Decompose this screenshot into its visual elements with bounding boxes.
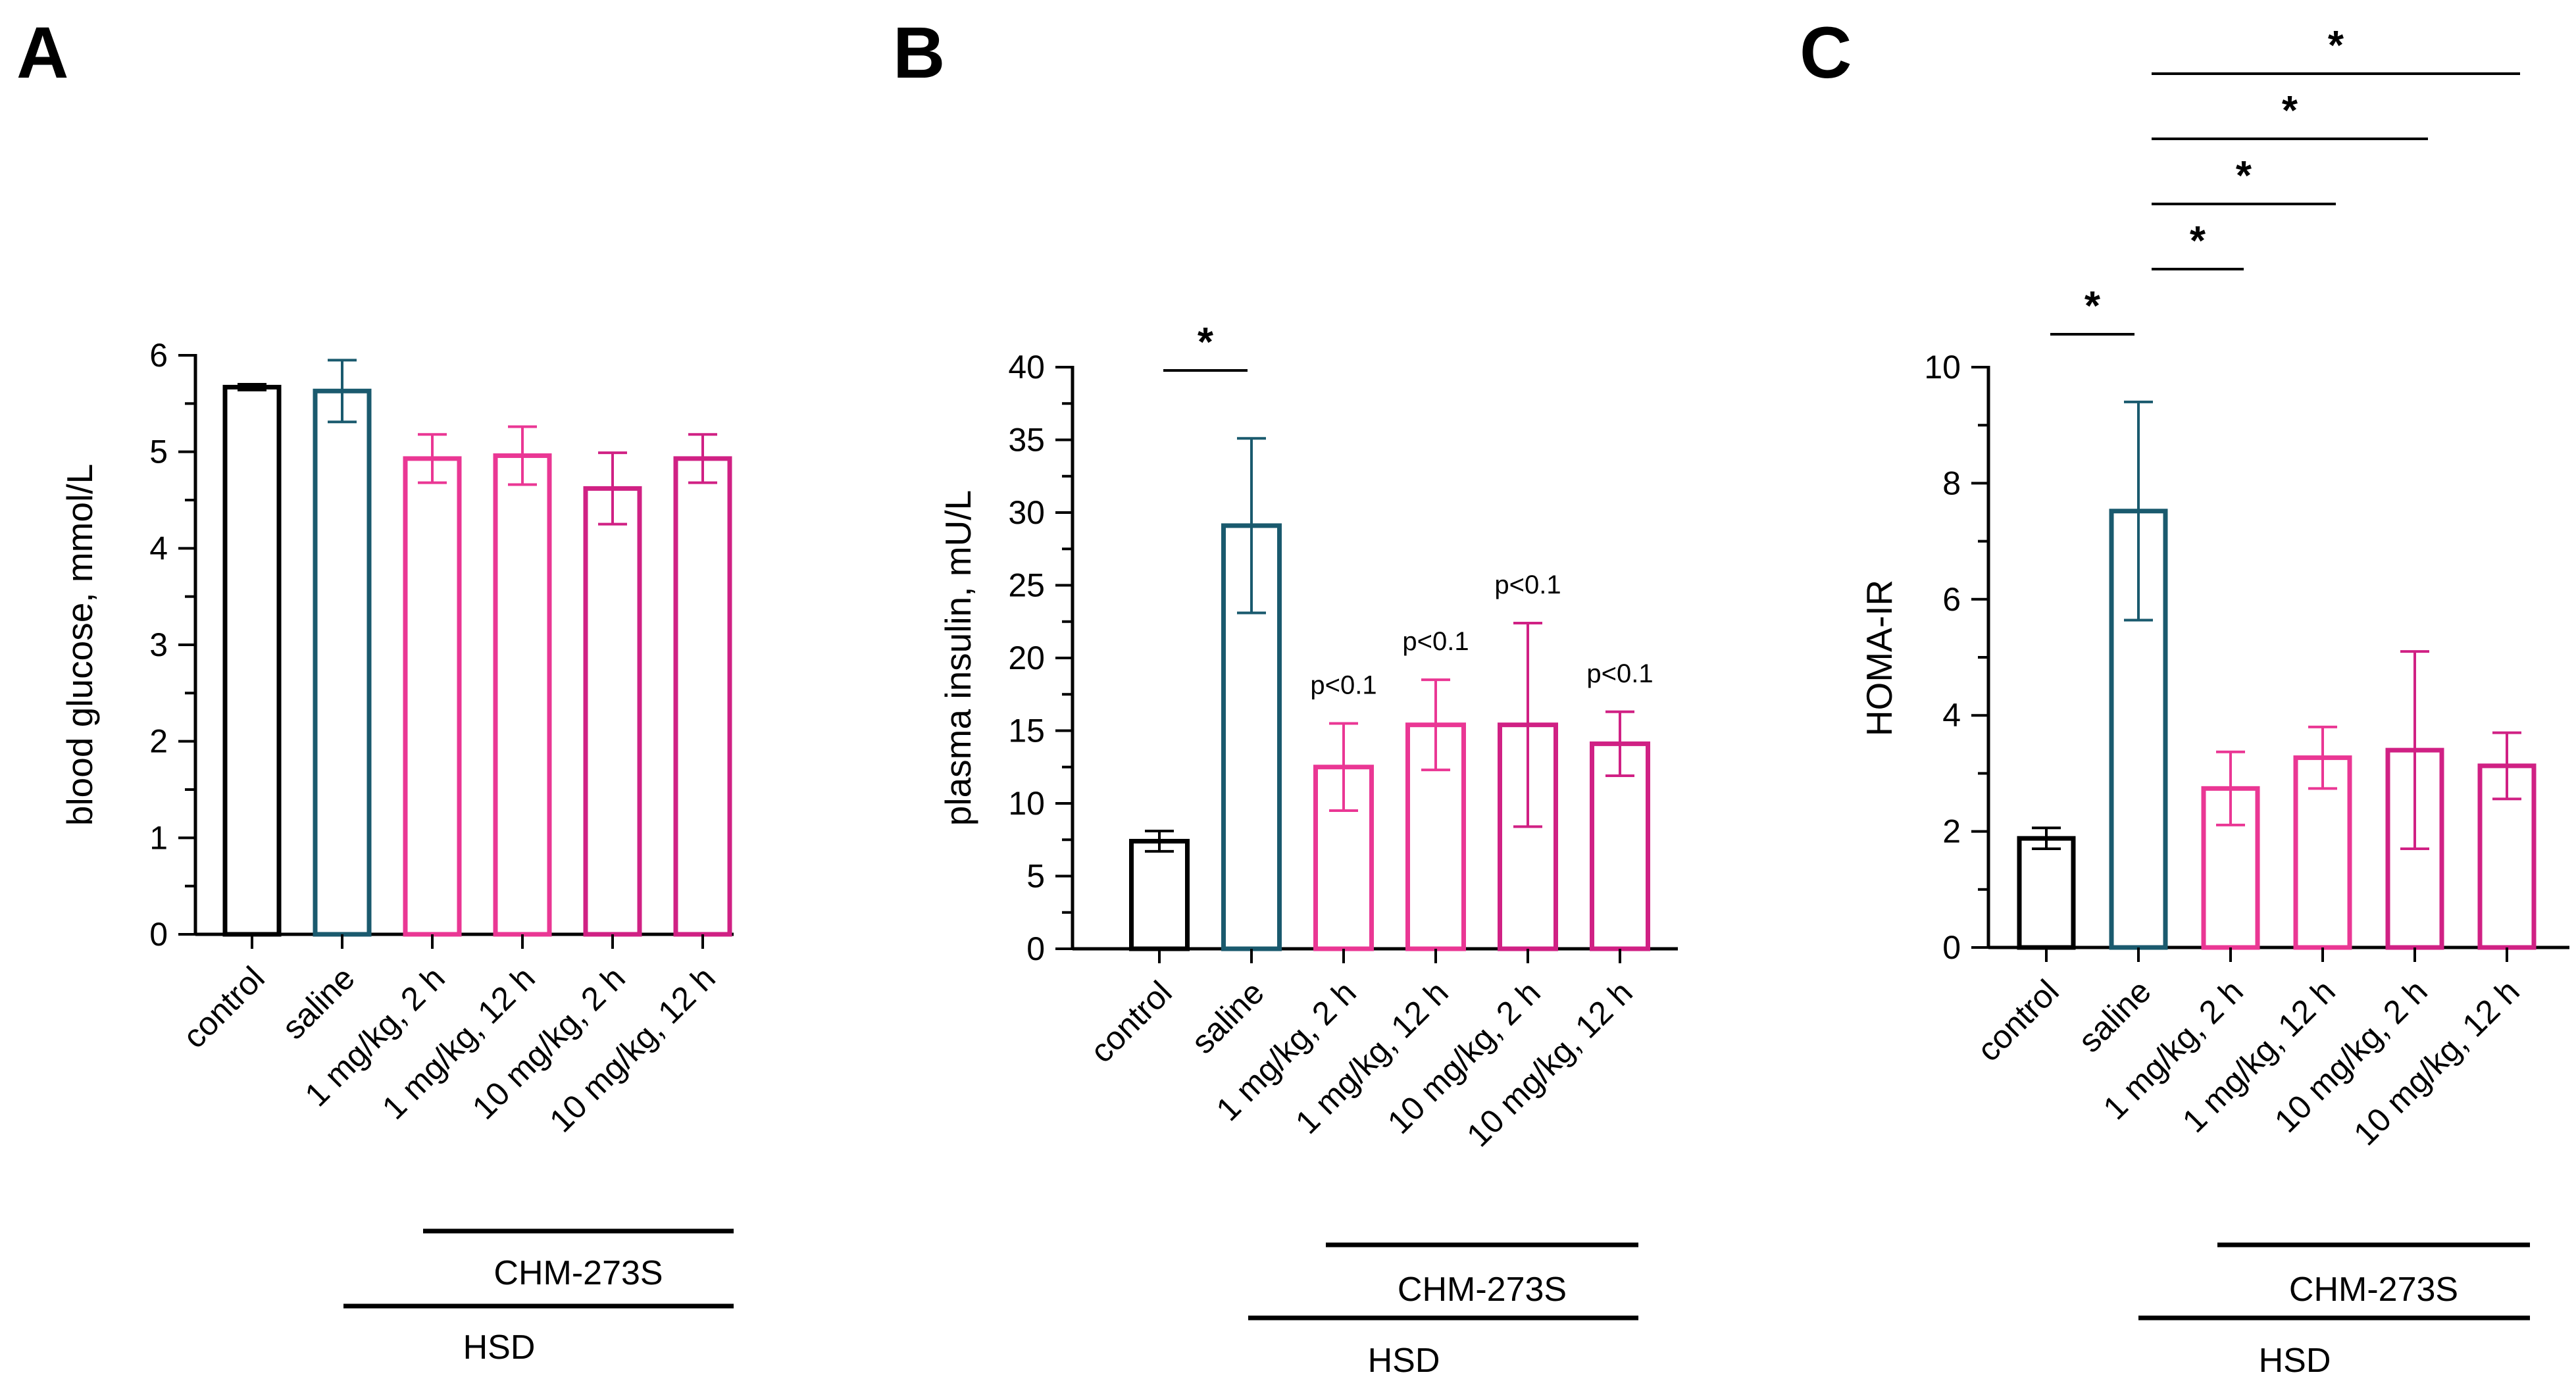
y-tick-label: 5 (149, 434, 168, 470)
category-label: control (176, 959, 272, 1055)
significance-star: * (2190, 218, 2206, 264)
y-tick-label: 35 (1008, 422, 1045, 459)
group-label-hsd: HSD (463, 1328, 536, 1367)
category-label: control (1970, 972, 2066, 1069)
significance-star: * (2282, 88, 2298, 134)
y-tick-label: 1 (149, 819, 168, 856)
y-tick-label: 0 (1026, 930, 1045, 967)
bar (583, 486, 642, 937)
group-label-hsd: HSD (1368, 1342, 1440, 1380)
y-tick-label: 4 (1942, 697, 1961, 734)
category-label: saline (2071, 972, 2158, 1059)
category-label: control (1083, 974, 1179, 1070)
y-tick-label: 20 (1008, 640, 1045, 676)
bar (1129, 838, 1190, 951)
y-tick-label: 8 (1942, 465, 1961, 501)
y-tick-label: 0 (1942, 929, 1961, 966)
bar (673, 456, 732, 937)
category-label: saline (1184, 974, 1271, 1061)
p-value-annotation: p<0.1 (1494, 570, 1561, 599)
y-axis-title: plasma insulin, mU/L (938, 490, 978, 826)
significance-star: * (2236, 153, 2252, 199)
y-tick-label: 30 (1008, 494, 1045, 531)
significance-star: * (2084, 284, 2101, 329)
group-label-hsd: HSD (2259, 1342, 2331, 1380)
significance-star: * (2328, 23, 2344, 68)
bar (403, 456, 462, 937)
panel-letter: B (893, 13, 945, 93)
y-tick-label: 6 (149, 337, 168, 374)
y-tick-label: 10 (1008, 785, 1045, 822)
category-label: 10 mg/kg, 12 h (542, 959, 722, 1139)
y-tick-label: 25 (1008, 567, 1045, 604)
y-tick-label: 40 (1008, 349, 1045, 386)
y-tick-label: 10 (1924, 349, 1961, 386)
category-label: 10 mg/kg, 12 h (2346, 972, 2526, 1152)
p-value-annotation: p<0.1 (1310, 670, 1376, 699)
group-label-chm: CHM-273S (1398, 1271, 1567, 1309)
y-axis-title: blood glucose, mmol/L (59, 464, 100, 826)
y-axis-title: HOMA-IR (1859, 580, 1900, 736)
y-tick-label: 5 (1026, 858, 1045, 895)
bar (493, 453, 552, 937)
bar (313, 388, 372, 937)
chart-panel-b: B 0 5 10 15 20 25 30 35 40 plasma insulin, mU/L con… (893, 13, 1678, 1380)
y-tick-label: 2 (1942, 813, 1961, 850)
p-value-annotation: p<0.1 (1402, 627, 1469, 656)
group-label-chm: CHM-273S (2289, 1271, 2458, 1309)
y-tick-label: 2 (149, 723, 168, 760)
chart-panel-a: A 0 1 2 3 4 5 6 blood glucose, mmol/L control sali… (16, 13, 734, 1367)
bar (222, 384, 282, 937)
p-value-annotation: p<0.1 (1586, 659, 1653, 688)
y-tick-label: 15 (1008, 713, 1045, 749)
y-tick-label: 4 (149, 530, 168, 567)
panel-letter: A (16, 13, 68, 93)
group-label-chm: CHM-273S (493, 1254, 663, 1292)
category-label: 10 mg/kg, 12 h (1459, 974, 1639, 1153)
panel-letter: C (1800, 13, 1852, 93)
y-tick-label: 0 (149, 916, 168, 953)
category-label: saline (275, 959, 362, 1046)
y-tick-label: 3 (149, 626, 168, 663)
bar (2017, 836, 2076, 950)
y-tick-label: 6 (1942, 581, 1961, 618)
significance-star: * (1198, 320, 1214, 365)
